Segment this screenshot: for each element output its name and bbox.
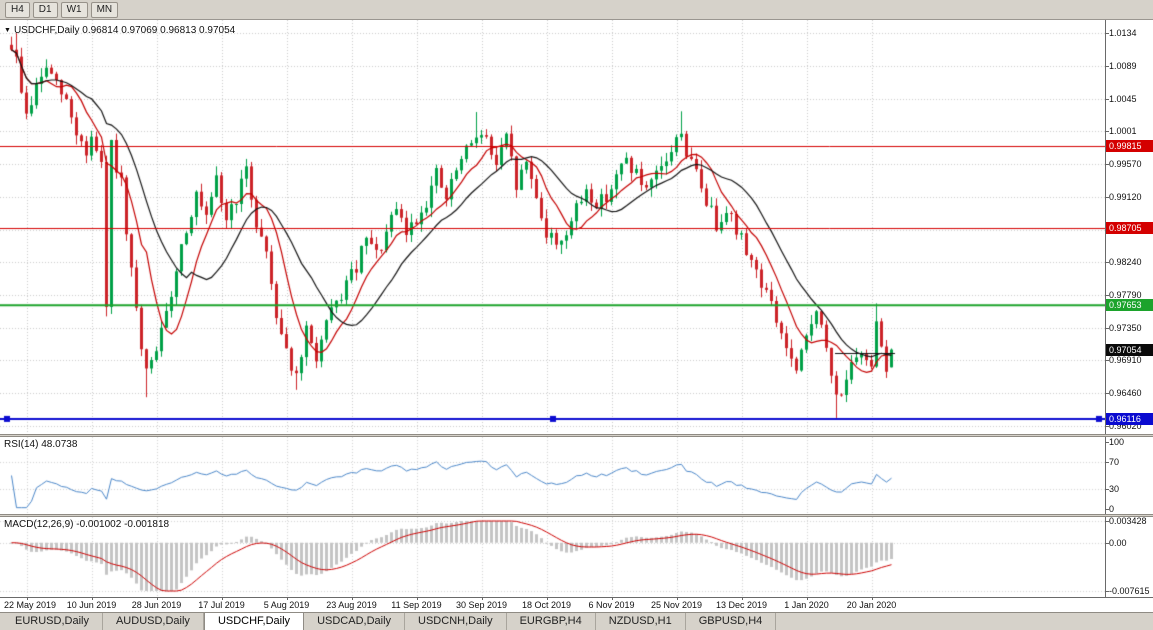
price-axis-tick [1105, 163, 1109, 165]
price-axis-tick [1105, 131, 1109, 133]
rsi-panel-title: RSI(14) 48.0738 [4, 439, 78, 450]
macd-axis-label: 0.003428 [1109, 516, 1147, 526]
price-axis-label: 0.96910 [1109, 355, 1142, 366]
price-tag-level-4: 0.96116 [1106, 412, 1153, 425]
date-axis-tick [417, 597, 418, 600]
macd-axis-tick [1105, 542, 1109, 544]
chart-tab-nzdusd-h1[interactable]: NZDUSD,H1 [596, 613, 686, 630]
date-axis-label: 5 Aug 2019 [263, 600, 310, 610]
price-axis-label: 0.96460 [1109, 388, 1142, 399]
macd-axis-tick [1105, 521, 1109, 522]
date-axis-label: 18 Oct 2019 [521, 600, 572, 610]
chart-tab-usdchf-daily[interactable]: USDCHF,Daily [203, 613, 305, 630]
price-axis-tick [1105, 327, 1109, 329]
macd-axis-tick [1105, 591, 1109, 592]
date-axis-label: 25 Nov 2019 [650, 600, 703, 610]
chart-tab-usdcnh-daily[interactable]: USDCNH,Daily [405, 613, 507, 630]
timeframe-button-mn[interactable]: MN [90, 1, 119, 18]
price-axis-tick [1105, 33, 1109, 34]
date-axis-label: 13 Dec 2019 [715, 600, 768, 610]
date-axis-tick [872, 597, 873, 600]
date-axis-tick [547, 597, 548, 600]
price-axis-label: 0.98240 [1109, 257, 1142, 267]
date-axis-tick [92, 597, 93, 600]
price-axis-tick [1105, 66, 1109, 68]
price-axis-tick [1105, 196, 1109, 198]
date-axis-tick [742, 597, 743, 600]
price-axis-border [1105, 20, 1106, 597]
chart-tab-gbpusd-h4[interactable]: GBPUSD,H4 [686, 613, 777, 630]
bid-price-tag: 0.97054 [1106, 343, 1153, 356]
date-axis-tick [27, 597, 28, 600]
date-axis-label: 1 Jan 2020 [784, 600, 829, 610]
date-axis-tick [352, 597, 353, 600]
date-axis-tick [677, 597, 678, 600]
chart-tab-eurusd-daily[interactable]: EURUSD,Daily [2, 613, 103, 630]
price-axis-tick [1105, 295, 1109, 297]
macd-indicator-canvas[interactable] [0, 517, 1106, 597]
price-axis-label: 0.96020 [1109, 421, 1142, 431]
timeframe-toolbar: H4 D1 W1 MN [0, 0, 1153, 20]
rsi-axis-tick [1105, 509, 1109, 510]
rsi-axis-label: 30 [1109, 483, 1120, 494]
date-axis-tick [287, 597, 288, 600]
price-tag-level-1: 0.99815 [1106, 139, 1153, 152]
main-chart-canvas[interactable] [0, 20, 1106, 434]
date-axis-label: 17 Jul 2019 [198, 600, 245, 610]
rsi-indicator-canvas[interactable] [0, 437, 1106, 514]
panel-splitter-macd[interactable] [0, 514, 1153, 517]
price-axis-label: 1.0045 [1109, 93, 1137, 104]
date-axis-label: 28 Jun 2019 [131, 600, 182, 610]
timeframe-button-w1[interactable]: W1 [60, 1, 88, 18]
price-tag-level-3: 0.97653 [1106, 299, 1153, 312]
macd-axis-label: -0.007615 [1109, 586, 1150, 596]
date-axis-tick [157, 597, 158, 600]
panel-splitter-rsi[interactable] [0, 434, 1153, 437]
chart-tab-eurgbp-h4[interactable]: EURGBP,H4 [507, 613, 596, 630]
rsi-axis-tick [1105, 462, 1109, 464]
date-axis-label: 20 Jan 2020 [846, 600, 897, 610]
chart-dropdown-icon: ▼ [4, 27, 11, 34]
date-axis-tick [612, 597, 613, 600]
date-axis-tick [807, 597, 808, 600]
chart-title: ▼ USDCHF,Daily 0.96814 0.97069 0.96813 0.… [4, 25, 235, 36]
price-axis-label: 0.97350 [1109, 322, 1142, 333]
rsi-axis-label: 0 [1109, 504, 1115, 514]
macd-panel-title: MACD(12,26,9) -0.001002 -0.001818 [4, 519, 170, 530]
date-axis-label: 6 Nov 2019 [588, 600, 635, 610]
chart-title-text: USDCHF,Daily 0.96814 0.97069 0.96813 0.9… [13, 25, 236, 36]
date-axis[interactable] [0, 597, 1153, 612]
rsi-axis-label: 100 [1109, 437, 1125, 447]
chart-tab-usdcad-daily[interactable]: USDCAD,Daily [304, 613, 406, 630]
price-axis-label: 1.0089 [1109, 61, 1137, 72]
price-axis-label: 0.99120 [1109, 191, 1142, 202]
price-axis-label: 1.0134 [1109, 28, 1137, 38]
timeframe-button-h4[interactable]: H4 [5, 1, 30, 18]
price-axis-label: 1.0001 [1109, 126, 1137, 137]
rsi-axis-tick [1105, 488, 1109, 490]
chart-tab-audusd-daily[interactable]: AUDUSD,Daily [103, 613, 204, 630]
date-axis-tick [482, 597, 483, 600]
date-axis-label: 11 Sep 2019 [391, 600, 442, 610]
date-axis-label: 22 May 2019 [3, 600, 57, 610]
timeframe-button-d1[interactable]: D1 [32, 1, 58, 18]
date-axis-label: 10 Jun 2019 [66, 600, 117, 610]
price-axis-tick [1105, 393, 1109, 395]
macd-axis-label: 0.00 [1109, 537, 1127, 548]
rsi-axis-label: 70 [1109, 457, 1120, 468]
price-axis-tick [1105, 262, 1109, 263]
price-axis-label: 0.99570 [1109, 158, 1142, 169]
price-tag-level-2: 0.98705 [1106, 221, 1153, 234]
date-axis-tick [222, 597, 223, 600]
chart-tab-bar: EURUSD,Daily AUDUSD,Daily USDCHF,Daily USDC… [0, 612, 1153, 630]
price-axis-label: 0.97790 [1109, 290, 1142, 301]
date-axis-label: 30 Sep 2019 [455, 600, 508, 610]
price-axis-tick [1105, 426, 1109, 427]
price-axis-tick [1105, 360, 1109, 362]
price-axis-tick [1105, 98, 1109, 100]
date-axis-label: 23 Aug 2019 [326, 600, 377, 610]
rsi-axis-tick [1105, 442, 1109, 443]
